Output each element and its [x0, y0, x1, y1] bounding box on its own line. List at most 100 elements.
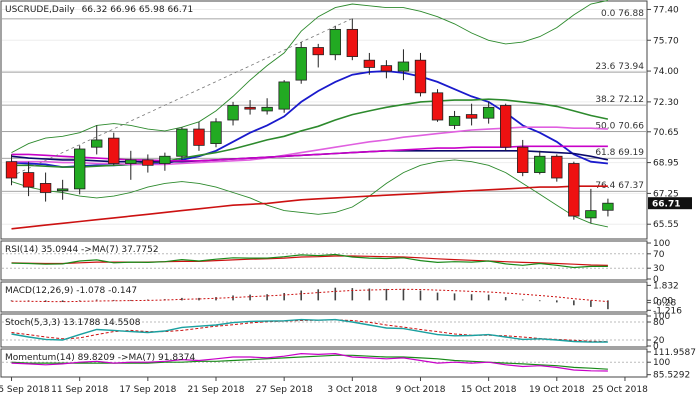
macd-histogram-bar: [470, 294, 473, 301]
price-tick-label: 72.30: [653, 98, 679, 108]
candle: [22, 161, 35, 197]
candle-body: [448, 115, 461, 126]
macd-histogram-bar: [436, 292, 439, 301]
macd-histogram-bar: [181, 297, 183, 301]
price-pane: 0.0 76.88 23.6 73.94 38.2 72.12 50.0 70.66 6…: [0, 0, 692, 240]
time-tick-label: 11 Sep 2018: [51, 385, 108, 395]
price-tick-label: 68.95: [653, 159, 679, 169]
rsi-line: [11, 253, 608, 269]
time-tick-label: 9 Oct 2018: [396, 385, 446, 395]
candle: [465, 103, 478, 126]
macd-histogram-bar: [453, 293, 456, 301]
price-tick-label: 75.70: [653, 36, 679, 46]
candle: [193, 121, 205, 151]
candle: [176, 127, 188, 160]
stoch-k-line: [11, 318, 608, 343]
candle-body: [602, 202, 614, 211]
momentum-tick-label: 85.5292: [653, 371, 690, 381]
macd-histogram-bar: [351, 288, 354, 301]
candle-body: [585, 210, 597, 219]
macd-histogram-bar: [368, 288, 371, 301]
candle: [210, 118, 222, 148]
fib-level-label: 61.8 69.19: [595, 148, 644, 158]
candle-body: [482, 106, 495, 119]
stoch-tick-label: 20: [653, 336, 665, 346]
macd-histogram-bar: [538, 300, 541, 302]
candle-body: [551, 155, 563, 179]
rsi-tick-label: 0: [653, 275, 659, 285]
candle-body: [244, 106, 256, 110]
macd-histogram-bar: [198, 297, 200, 301]
macd-histogram-bar: [504, 297, 507, 301]
stoch-d-line: [11, 319, 608, 343]
candle-body: [5, 161, 18, 179]
time-tick-label: 21 Sep 2018: [187, 385, 244, 395]
overlay-bb-upper: [11, 0, 608, 153]
price-tick-label: 77.40: [653, 5, 679, 15]
candle: [73, 145, 86, 195]
macd-tick-label: 0.00: [653, 296, 673, 306]
macd-histogram-bar: [317, 289, 320, 301]
candle-body: [568, 163, 580, 217]
price-tick-label: 70.65: [653, 128, 679, 138]
candle: [363, 52, 376, 75]
candle: [517, 139, 529, 177]
candle-body: [312, 47, 324, 56]
candle-body: [431, 92, 444, 121]
time-tick-label: 27 Sep 2018: [256, 385, 313, 395]
macd-signal-line: [11, 288, 608, 303]
candle-body: [397, 61, 410, 72]
candle-body: [227, 105, 239, 121]
overlay-ma-mid: [11, 98, 609, 168]
candle-body: [261, 106, 273, 112]
candle: [295, 42, 307, 84]
candle: [499, 103, 512, 151]
price-tick-label: 67.25: [653, 189, 679, 199]
time-tick-label: 3 Oct 2018: [327, 385, 377, 395]
trendline: [11, 18, 353, 177]
candle: [125, 150, 137, 180]
candle: [551, 154, 563, 182]
time-axis: 5 Sep 2018 11 Sep 2018 17 Sep 2018 21 Sep 2…: [0, 377, 648, 395]
candle-body: [534, 155, 546, 173]
candle: [5, 154, 18, 186]
candle-body: [91, 139, 103, 148]
macd-histogram-bar: [487, 294, 490, 301]
time-tick-label: 19 Oct 2018: [529, 385, 585, 395]
macd-histogram-bar: [521, 299, 524, 301]
candle: [482, 101, 495, 124]
macd-histogram-bar: [590, 300, 592, 307]
candle: [278, 80, 290, 113]
macd-pane-frame: [0, 281, 648, 313]
macd-histogram-bar: [112, 299, 115, 301]
macd-histogram-bar: [385, 288, 388, 301]
macd-histogram-bar: [78, 300, 81, 302]
last-price-label: 66.71: [652, 200, 680, 210]
candle: [39, 172, 52, 202]
candle: [534, 150, 546, 175]
price-tick-label: 74.00: [653, 67, 679, 77]
candle: [261, 98, 273, 115]
fib-level-label: 50.0 70.66: [595, 122, 644, 132]
overlay-ma-200: [11, 185, 608, 230]
candle-body: [142, 159, 154, 166]
time-tick-label: 5 Sep 2018: [0, 385, 50, 395]
candle-body: [278, 81, 290, 110]
candle: [346, 18, 359, 61]
candle-body: [210, 121, 222, 144]
macd-histogram-bar: [419, 290, 422, 301]
price-pane-header: USCRUDE,Daily 66.32 66.96 65.98 66.71: [5, 5, 193, 15]
macd-tick-label: 1.832: [653, 281, 679, 291]
stoch-tick-label: 0: [653, 342, 659, 352]
candle: [312, 43, 324, 68]
candle: [414, 52, 427, 97]
candle: [602, 198, 614, 217]
macd-tick-label: -1.216: [653, 306, 682, 316]
candle: [244, 100, 256, 115]
macd-histogram-bar: [283, 293, 285, 301]
candle-body: [363, 59, 376, 68]
time-tick-label: 17 Sep 2018: [119, 385, 176, 395]
stoch-tick-label: 80: [653, 318, 665, 328]
